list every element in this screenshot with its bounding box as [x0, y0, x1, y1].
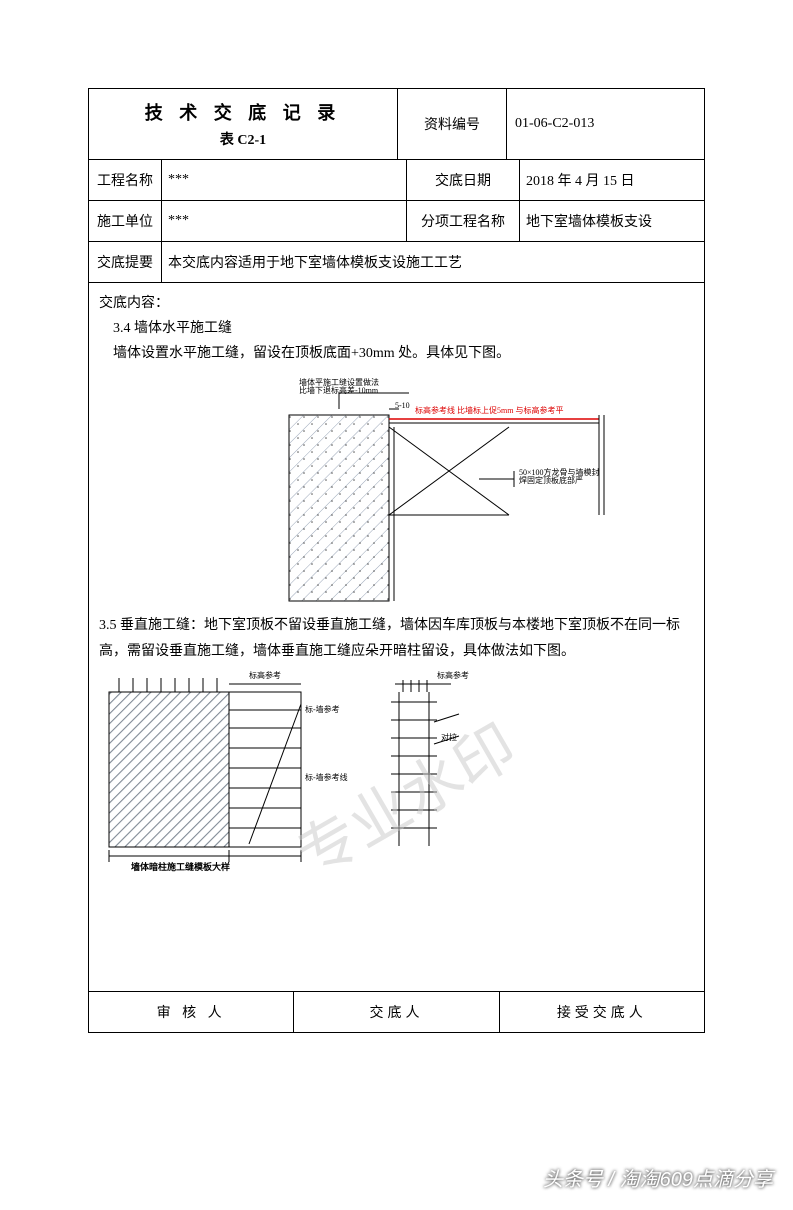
unit-value: *** — [162, 201, 407, 241]
unit-label: 施工单位 — [89, 201, 162, 241]
d2-lbl-c: 标-墙参考线 — [305, 774, 348, 783]
d2-lbl-d: 对拉 — [441, 734, 457, 743]
subitem-label: 分项工程名称 — [407, 201, 520, 241]
summary-row: 交底提要 本交底内容适用于地下室墙体模板支设施工工艺 — [89, 242, 704, 283]
project-row: 工程名称 *** 交底日期 2018 年 4 月 15 日 — [89, 160, 704, 201]
title-cell: 技 术 交 底 记 录 表 C2-1 — [89, 89, 398, 159]
subitem-value: 地下室墙体模板支设 — [520, 201, 704, 241]
d2-lbl-b: 标-墙参考 — [305, 706, 340, 715]
d2-lbl-a: 标高参考 — [249, 672, 281, 681]
footer-auditor: 审 核 人 — [89, 992, 294, 1032]
project-value: *** — [162, 160, 407, 200]
date-label: 交底日期 — [407, 160, 520, 200]
bottom-credit: 头条号 / 淘淘609点滴分享 — [543, 1163, 773, 1192]
d1-red-label: 标高参考线 比墙标上促5mm 与标高参考平 — [415, 407, 563, 416]
sec34-body: 墙体设置水平施工缝，留设在顶板底面+30mm 处。具体见下图。 — [99, 341, 694, 366]
content-area: 交底内容： 3.4 墙体水平施工缝 墙体设置水平施工缝，留设在顶板底面+30mm… — [89, 283, 704, 992]
doc-no-value: 01-06-C2-013 — [507, 89, 704, 159]
footer-disclosure: 交底人 — [294, 992, 499, 1032]
footer-receiver: 接受交底人 — [500, 992, 704, 1032]
document-frame: 技 术 交 底 记 录 表 C2-1 资料编号 01-06-C2-013 工程名… — [88, 88, 705, 1033]
doc-subtitle: 表 C2-1 — [93, 129, 393, 149]
project-label: 工程名称 — [89, 160, 162, 200]
sec34-title: 3.4 墙体水平施工缝 — [99, 316, 694, 341]
d2-caption: 墙体暗柱施工缝模板大样 — [131, 860, 230, 873]
date-value: 2018 年 4 月 15 日 — [520, 160, 704, 200]
d1-dim: 5-10 — [395, 402, 410, 411]
header-row: 技 术 交 底 记 录 表 C2-1 资料编号 01-06-C2-013 — [89, 89, 704, 160]
doc-no-label: 资料编号 — [398, 89, 507, 159]
unit-row: 施工单位 *** 分项工程名称 地下室墙体模板支设 — [89, 201, 704, 242]
doc-title: 技 术 交 底 记 录 — [93, 99, 393, 125]
content-heading: 交底内容： — [99, 291, 694, 316]
summary-label: 交底提要 — [89, 242, 162, 282]
footer-row: 审 核 人 交底人 接受交底人 — [89, 992, 704, 1032]
summary-value: 本交底内容适用于地下室墙体模板支设施工工艺 — [162, 242, 704, 282]
sec35-text: 3.5 垂直施工缝：地下室顶板不留设垂直施工缝，墙体因车库顶板与本楼地下室顶板不… — [99, 613, 694, 666]
d2-lbl-top: 标高参考 — [437, 672, 469, 681]
d1-top-label: 墙体平施工缝设置做法 比墙下退标高差-10mm — [299, 379, 379, 397]
diagram-2: 标高参考 标-墙参考 标-墙参考线 标高参考 对拉 墙体暗柱施工缝模板大样 — [99, 674, 694, 874]
diagram-1: 墙体平施工缝设置做法 比墙下退标高差-10mm 5-10 标高参考线 比墙标上促… — [99, 379, 694, 609]
d1-box-label: 50×100方龙骨与墙模封 焊固定顶板底部严 — [519, 469, 600, 487]
